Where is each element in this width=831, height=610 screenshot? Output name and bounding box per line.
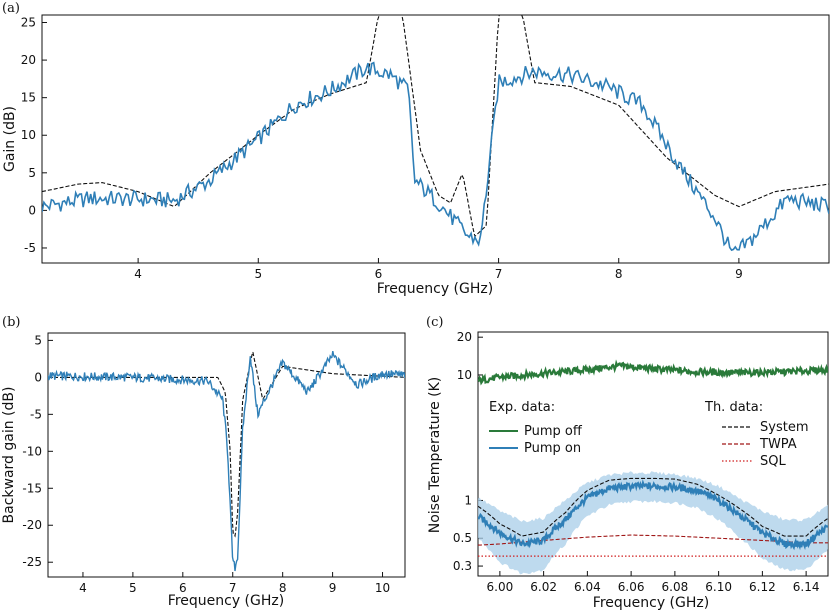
y-tick-label: 1 [464, 493, 472, 507]
y-tick-label: 0 [28, 203, 36, 217]
panel-a-xlabel: Frequency (GHz) [377, 281, 493, 297]
panel-b-frame [47, 332, 406, 578]
x-tick-label: 6.06 [618, 580, 645, 594]
y-tick-label: 15 [21, 91, 36, 105]
y-tick-label: -10 [22, 444, 42, 458]
x-tick-label: 8 [615, 267, 623, 281]
panel-a-series-pump-on [42, 61, 829, 252]
panel-c-series-system [478, 477, 828, 537]
x-tick-label: 6.02 [530, 580, 557, 594]
legend-label-twpa: TWPA [759, 437, 797, 452]
panel-c-frame [477, 331, 829, 577]
panel-a-ylabel: Gain (dB) [2, 106, 18, 172]
x-tick-label: 5 [254, 267, 262, 281]
legend-label-pump-off: Pump off [524, 424, 583, 439]
x-tick-label: 10 [375, 581, 390, 595]
x-tick-label: 4 [79, 581, 87, 595]
y-tick-label: -5 [30, 407, 42, 421]
x-tick-label: 8 [279, 581, 287, 595]
x-tick-label: 6.14 [793, 580, 820, 594]
x-tick-label: 7 [495, 267, 503, 281]
y-tick-label: 5 [34, 333, 42, 347]
x-tick-label: 6 [375, 267, 383, 281]
panel-b-series-reference [48, 351, 405, 538]
y-tick-label: -20 [22, 518, 42, 532]
x-tick-label: 9 [329, 581, 337, 595]
y-tick-label: -5 [24, 241, 36, 255]
panel-b-ticks: 4 5 6 7 8 9 10 -25 -20 -15 -10 -5 0 5 [22, 333, 390, 595]
y-tick-label: -25 [22, 555, 42, 569]
panel-c-series-pump-on [478, 479, 828, 551]
x-tick-label: 9 [735, 267, 743, 281]
panel-b-xlabel: Frequency (GHz) [168, 593, 284, 609]
y-tick-label: 10 [21, 128, 36, 142]
legend-label-system: System [760, 420, 808, 435]
x-tick-label: 6.00 [487, 580, 514, 594]
legend-exp-title: Exp. data: [489, 400, 555, 415]
panel-c-label: (c) [426, 315, 443, 330]
x-tick-label: 6 [179, 581, 187, 595]
y-tick-label: 0 [34, 370, 42, 384]
x-tick-label: 7 [229, 581, 237, 595]
y-tick-label: 10 [457, 368, 472, 382]
panel-b-ylabel: Backward gain (dB) [1, 387, 17, 524]
y-tick-label: 0.3 [453, 559, 472, 573]
panel-a-series-pump-off [42, 15, 829, 238]
x-tick-label: 6.04 [574, 580, 601, 594]
legend-th-title: Th. data: [704, 400, 763, 415]
panel-c-series-pump-off [478, 359, 828, 386]
legend-label-pump-on: Pump on [524, 441, 581, 456]
panel-c-plot [478, 359, 828, 575]
x-tick-label: 5 [129, 581, 137, 595]
y-tick-label: 20 [21, 53, 36, 67]
panel-b-series-pump-on [48, 350, 405, 572]
panel-b-label: (b) [2, 315, 20, 330]
y-tick-label: 5 [28, 166, 36, 180]
legend-exp: Exp. data: Pump off Pump on [489, 400, 583, 456]
panel-a-plot [42, 15, 829, 252]
panel-c-ylabel: Noise Temperature (K) [427, 377, 443, 534]
x-tick-label: 4 [134, 267, 142, 281]
x-tick-label: 6.12 [749, 580, 776, 594]
panel-c-ticks: 6.00 6.02 6.04 6.06 6.08 6.10 6.12 6.14 0.3 0.5 1 1… [453, 330, 820, 594]
y-tick-label: 25 [21, 16, 36, 30]
y-tick-label: 20 [457, 330, 472, 344]
panel-c-xlabel: Frequency (GHz) [593, 595, 709, 610]
x-tick-label: 6.10 [705, 580, 732, 594]
y-tick-label: 0.5 [453, 531, 472, 545]
panel-a-ticks: 4 5 6 7 8 9 -5 0 5 10 15 20 25 [21, 16, 743, 281]
panel-a-label: (a) [2, 1, 20, 16]
y-tick-label: -15 [22, 481, 42, 495]
panel-a-frame [41, 14, 830, 264]
legend-th: Th. data: System TWPA SQL [704, 400, 808, 469]
legend-label-sql: SQL [760, 454, 786, 469]
panel-c-series-twpa [478, 534, 828, 546]
x-tick-label: 6.08 [662, 580, 689, 594]
panel-b-plot [48, 350, 405, 572]
